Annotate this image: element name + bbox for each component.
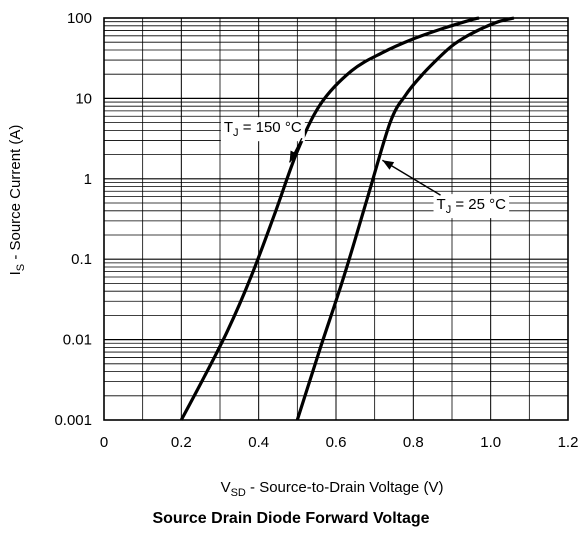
tick-labels: 0 0.2 0.4 0.6 0.8 1.0 1.2 0.001 0.01 0.1 1 10 100: [54, 10, 578, 451]
y-tick-label: 1: [84, 171, 92, 188]
annotation-arrow-head: [289, 150, 299, 163]
y-tick-label: 100: [67, 10, 92, 27]
chart-title: Source Drain Diode Forward Voltage: [152, 510, 430, 527]
y-tick-label: 10: [75, 90, 92, 107]
curves: [179, 16, 515, 421]
annotation-arrow-head: [382, 160, 395, 170]
x-axis-label: VSD - Source-to-Drain Voltage (V): [221, 479, 444, 499]
x-tick-label: 0.2: [171, 434, 192, 451]
x-tick-label: 1.0: [480, 434, 501, 451]
x-tick-label: 0.4: [248, 434, 269, 451]
series-label-1: TJ = 25 °C: [437, 196, 507, 216]
annotation-background: [220, 117, 305, 142]
y-axis-label: IS - Source Current (A): [7, 125, 27, 276]
series-line-1: [295, 16, 515, 421]
y-tick-label: 0.01: [63, 332, 92, 349]
grid: [104, 18, 568, 420]
plot-frame: [103, 17, 569, 421]
x-tick-label: 0.8: [403, 434, 424, 451]
series-label-0: TJ = 150 °C: [224, 119, 302, 139]
plot-border: [103, 17, 569, 421]
x-tick-label: 0.6: [326, 434, 347, 451]
annotation-background: [433, 194, 510, 219]
x-tick-label: 1.2: [558, 434, 579, 451]
annotation-arrow-line: [382, 159, 441, 196]
x-tick-label: 0: [100, 434, 108, 451]
y-tick-label: 0.1: [71, 251, 92, 268]
series-line-0: [179, 16, 480, 421]
annotations: TJ = 150 °C TJ = 25 °C: [220, 117, 510, 219]
y-tick-label: 0.001: [54, 412, 92, 429]
